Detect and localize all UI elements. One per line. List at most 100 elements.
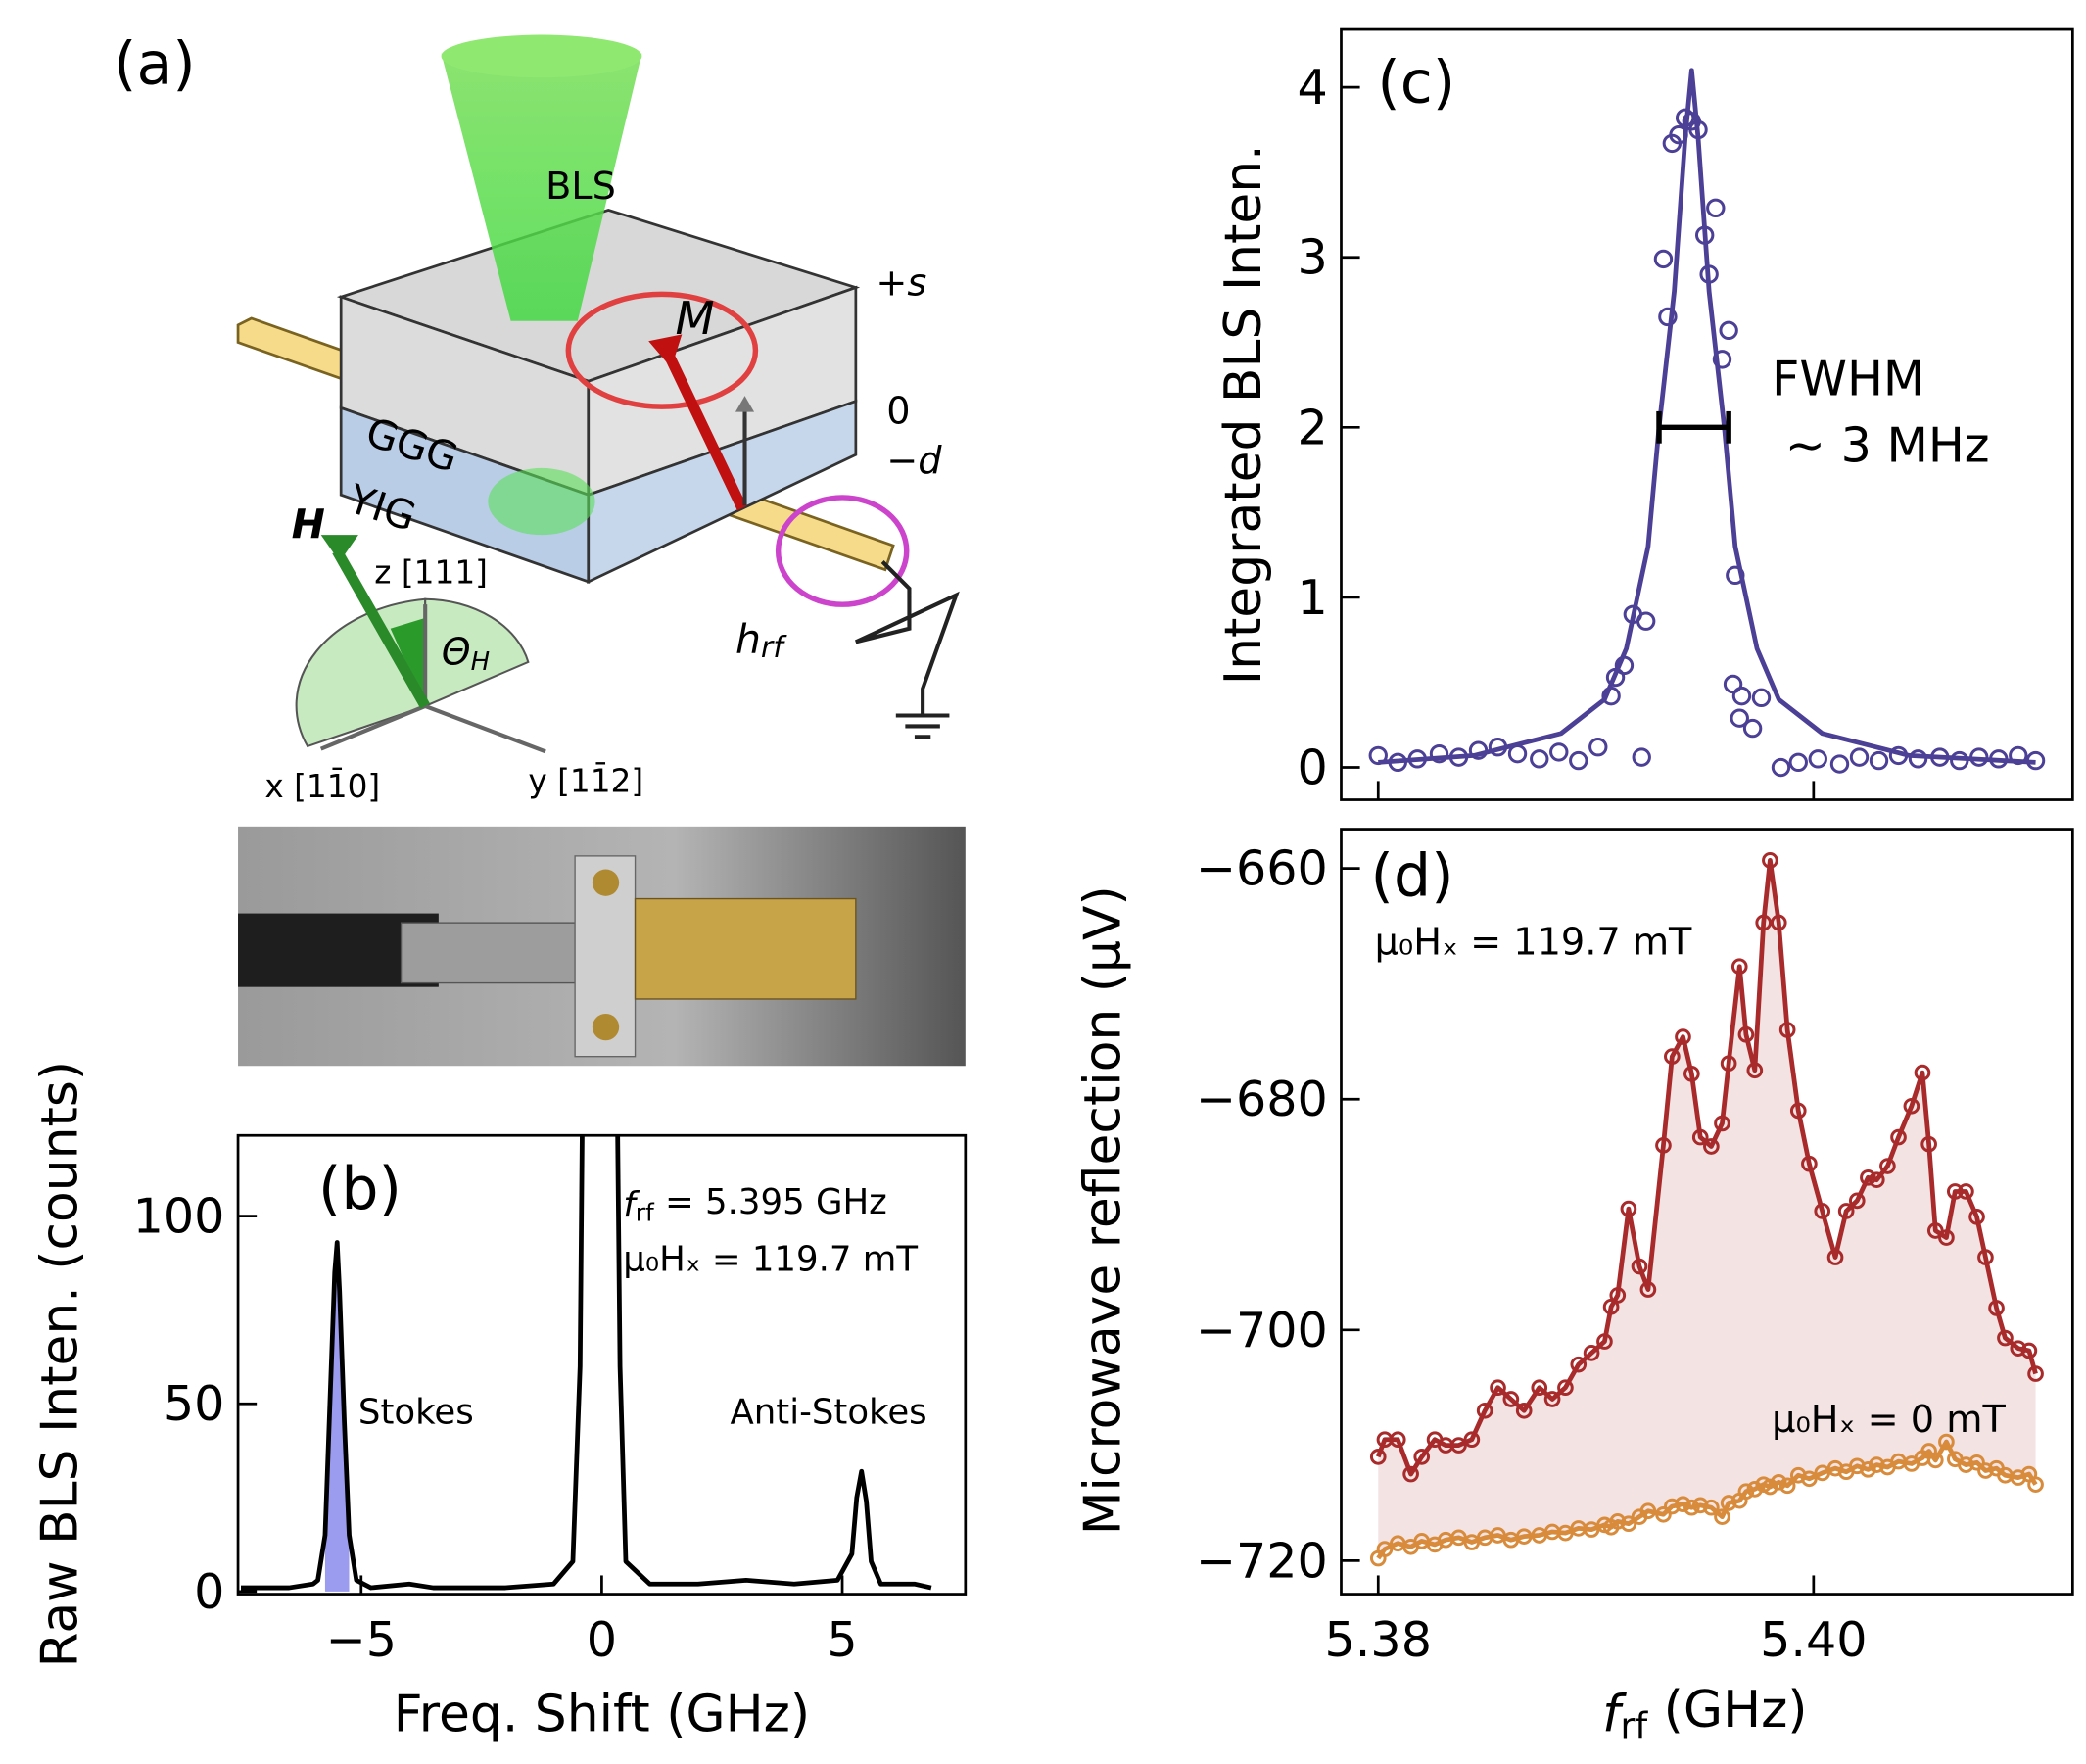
x-tick-label: 5 — [827, 1611, 857, 1668]
photo-screw — [592, 1013, 620, 1041]
ground-circuit — [854, 560, 960, 739]
annotation: μ₀Hₓ = 0 mT — [1772, 1399, 2006, 1442]
marker — [1920, 1135, 1937, 1153]
marker — [1720, 1055, 1737, 1073]
marker — [1788, 752, 1808, 773]
panel-label: (b) — [318, 1155, 402, 1223]
marker — [1636, 611, 1656, 631]
marker — [1530, 749, 1549, 769]
axis-label: z [111] — [374, 553, 488, 591]
marker — [1848, 1192, 1866, 1210]
marker — [1837, 1203, 1855, 1219]
x-axis — [319, 704, 426, 751]
x-axis-label-rest: (GHz) — [1647, 1681, 1807, 1740]
marker — [1860, 1461, 1876, 1478]
marker — [1730, 708, 1749, 728]
y-tick-label: 100 — [133, 1188, 225, 1245]
annotation: μ₀Hₓ = 119.7 mT — [1375, 922, 1692, 965]
x-axis-label: Freq. Shift (GHz) — [394, 1685, 810, 1743]
marker — [1778, 1477, 1796, 1495]
marker — [1723, 674, 1743, 694]
beam-label: BLS — [545, 166, 616, 209]
marker — [1429, 743, 1449, 764]
panel-label: (d) — [1371, 841, 1454, 910]
photo-chip — [634, 897, 857, 1000]
marker — [1683, 1499, 1700, 1516]
theta-main: Θ — [442, 631, 471, 674]
marker — [1720, 1495, 1737, 1511]
marker — [1908, 749, 1928, 769]
marker — [1958, 1456, 1974, 1473]
marker — [2027, 1365, 2044, 1382]
panel-a: (a) BLS +s 0 −d GGG YIG M H z [111] ΘH x… — [114, 30, 966, 1067]
annotation-rest: = 5.395 GHz — [654, 1182, 887, 1222]
marker — [1789, 1102, 1807, 1120]
y-tick-label: −700 — [1196, 1302, 1328, 1359]
marker — [1683, 1065, 1700, 1082]
marker — [1849, 747, 1870, 767]
beam-top — [441, 34, 642, 78]
marker — [1801, 1470, 1818, 1488]
area — [324, 1253, 350, 1592]
arrow-head — [735, 396, 755, 412]
y-tick-label: 1 — [1298, 569, 1328, 626]
marker — [1557, 1379, 1574, 1397]
marker — [1829, 754, 1850, 774]
marker — [1369, 1449, 1387, 1465]
marker — [1664, 1498, 1681, 1515]
marker — [1664, 1048, 1681, 1065]
marker — [1703, 1499, 1720, 1516]
marker — [1997, 1329, 2014, 1347]
marker — [1731, 686, 1752, 706]
photo-screw — [592, 869, 620, 896]
precession-loop — [565, 291, 759, 409]
y-tick-label: −680 — [1196, 1071, 1328, 1127]
marker — [1890, 1128, 1907, 1146]
marker — [1502, 1391, 1520, 1407]
marker — [1968, 1209, 1985, 1225]
marker — [1402, 1465, 1419, 1483]
marker — [1926, 1452, 1944, 1469]
marker — [1368, 745, 1388, 766]
marker — [1658, 307, 1678, 327]
laser-spot — [488, 467, 595, 536]
marker — [1639, 1502, 1657, 1520]
level-label: 0 — [886, 391, 910, 434]
arrow-head — [648, 334, 683, 368]
level-label: −d — [886, 440, 942, 483]
marker — [1450, 1437, 1467, 1454]
marker — [1463, 1431, 1481, 1449]
chart: 0 1 2 3 4 (c) Integrated BLS Inten. FWHM ∼ 3 MHz — [1214, 27, 2074, 801]
marker — [1413, 1449, 1431, 1465]
marker — [1770, 914, 1787, 931]
magnetization-arrow — [663, 352, 747, 511]
marker — [1860, 1168, 1876, 1186]
marker — [1751, 688, 1772, 708]
y-tick-label: 4 — [1298, 59, 1328, 116]
x-axis-label: frf (GHz) — [1602, 1681, 1807, 1746]
annotation: Stokes — [358, 1392, 474, 1432]
marker — [1675, 1028, 1691, 1045]
photo-connector — [400, 922, 576, 984]
x-tick-label: 5.40 — [1760, 1611, 1867, 1668]
marker — [1655, 1505, 1672, 1523]
field-label: H — [292, 501, 325, 548]
marker — [1938, 1229, 1955, 1246]
marker — [1730, 958, 1748, 976]
marker — [1714, 1115, 1730, 1132]
rf-sub: rf — [761, 630, 787, 664]
marker — [2010, 1340, 2027, 1357]
y-tick-label: −720 — [1196, 1532, 1328, 1589]
theta-label: ΘH — [442, 631, 491, 677]
marker — [1596, 1333, 1613, 1350]
marker — [1746, 1062, 1764, 1079]
marker — [1691, 1128, 1709, 1146]
marker — [1755, 914, 1773, 931]
marker — [1958, 1183, 1974, 1200]
marker — [1762, 1478, 1778, 1496]
marker — [1903, 1097, 1920, 1115]
marker — [1515, 1402, 1533, 1419]
marker — [1808, 749, 1827, 769]
angle-plane — [424, 597, 530, 708]
